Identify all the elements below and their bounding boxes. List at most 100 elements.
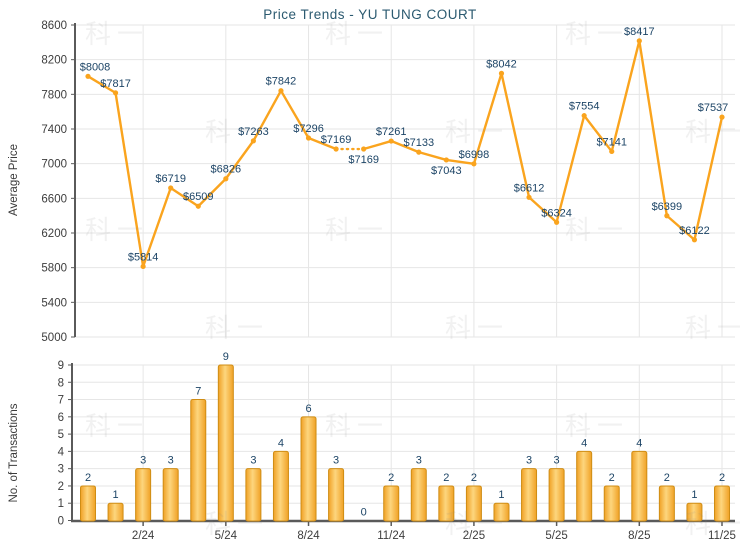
transaction-bar — [493, 502, 510, 522]
bar-value-label: 3 — [554, 455, 560, 467]
price-point — [333, 146, 339, 152]
price-point-label: $7554 — [569, 101, 600, 113]
txn-y-tick-label: 3 — [58, 464, 64, 476]
price-point-label: $8417 — [624, 26, 655, 38]
price-point — [416, 149, 422, 155]
bar-value-label: 2 — [388, 472, 394, 484]
bar-value-label: 2 — [719, 472, 725, 484]
bar-value-label: 1 — [498, 489, 504, 501]
price-point-label: $6509 — [183, 191, 214, 203]
price-point — [278, 88, 284, 94]
axis-tick-labels: 8600820078007400700066006200580054005000… — [41, 20, 736, 542]
transaction-bar — [521, 468, 538, 522]
price-axis-title: Average Price — [8, 143, 20, 217]
txn-y-tick-label: 7 — [58, 395, 64, 407]
price-point-label: $6719 — [155, 173, 186, 185]
price-point — [85, 73, 91, 79]
price-point-label: $7141 — [596, 136, 627, 148]
bar-value-label: 9 — [223, 351, 229, 363]
price-point-label: $7263 — [238, 126, 269, 138]
x-axis-month-label: 11/25 — [708, 530, 736, 542]
transaction-bar — [465, 485, 482, 522]
price-point — [140, 263, 146, 270]
price-point-label: $6399 — [652, 201, 683, 213]
bar-value-label: 7 — [195, 386, 201, 398]
txn-y-tick-label: 4 — [58, 446, 65, 458]
transaction-bar — [300, 416, 317, 522]
transaction-bar — [135, 468, 152, 522]
price-y-tick-label: 5000 — [41, 332, 67, 344]
txn-y-tick-label: 8 — [58, 377, 64, 389]
price-point — [498, 70, 505, 76]
price-point — [471, 161, 477, 167]
price-y-tick-label: 5800 — [41, 263, 67, 275]
txn-y-tick-label: 5 — [58, 429, 64, 441]
price-point-label: $7842 — [266, 76, 297, 88]
price-point-label: $7169 — [321, 134, 352, 146]
price-y-tick-label: 7800 — [41, 89, 67, 101]
price-point-label: $8042 — [486, 58, 517, 70]
bar-value-label: 3 — [333, 455, 339, 467]
price-point — [305, 135, 312, 141]
x-axis-month-label: 5/25 — [545, 530, 567, 542]
price-line-series — [86, 39, 724, 268]
transaction-bars: 2 1 3 3 7 9 3 4 6 3 0 2 3 2 2 1 3 3 4 2 4 2 1 2 — [80, 351, 730, 522]
bar-value-label: 4 — [636, 437, 642, 449]
transaction-bar — [272, 450, 289, 522]
transaction-bar — [410, 468, 427, 522]
transaction-bar — [383, 485, 400, 522]
price-point — [526, 194, 532, 200]
price-point-labels: $8008 $7817 $5814 $6719 $6509 $6826 $7263 $7842… — [80, 26, 729, 264]
transactions-axis-title: No. of Transactions — [8, 403, 20, 503]
price-point — [554, 219, 560, 225]
x-axis-month-label: 2/25 — [463, 530, 485, 542]
price-y-tick-label: 5400 — [41, 297, 67, 309]
bar-value-label: 6 — [305, 403, 311, 415]
bar-value-label: 4 — [581, 437, 587, 449]
price-point — [250, 138, 256, 144]
price-point — [691, 237, 698, 243]
x-axis-month-label: 11/24 — [377, 530, 406, 542]
transaction-bar — [80, 485, 96, 522]
price-point-label: $6612 — [514, 182, 545, 194]
price-y-tick-label: 8200 — [41, 55, 67, 67]
x-axis-month-label: 2/24 — [132, 530, 155, 542]
x-axis-month-label: 8/25 — [628, 530, 650, 542]
bar-value-label: 3 — [140, 455, 146, 467]
bar-value-label: 2 — [609, 472, 615, 484]
chart-title: Price Trends - YU TUNG COURT — [263, 7, 477, 22]
price-y-tick-label: 6200 — [41, 228, 67, 240]
bar-value-label: 2 — [664, 472, 670, 484]
transaction-bar — [328, 468, 345, 522]
price-point-label: $8008 — [80, 61, 111, 73]
transaction-bar — [245, 468, 262, 522]
price-point-label: $6998 — [459, 149, 490, 161]
bar-value-label: 3 — [526, 455, 532, 467]
bar-value-label: 3 — [250, 455, 256, 467]
x-axis-month-label: 8/24 — [297, 530, 320, 542]
transaction-bar — [438, 485, 455, 522]
transaction-bar — [686, 502, 703, 522]
price-point — [443, 157, 449, 163]
txn-y-tick-label: 1 — [58, 498, 64, 510]
price-y-tick-label: 7400 — [41, 124, 67, 136]
price-point — [112, 90, 119, 96]
price-point-label: $7296 — [293, 123, 324, 135]
price-point — [609, 148, 615, 155]
txn-y-tick-label: 9 — [58, 360, 64, 372]
price-point — [664, 213, 670, 219]
price-point-label: $6122 — [679, 225, 710, 237]
bar-value-label: 2 — [85, 472, 91, 484]
price-point-label: $5814 — [128, 251, 159, 263]
price-point-label: $7169 — [348, 154, 379, 166]
price-line-solid — [86, 75, 338, 268]
bar-value-label: 2 — [471, 472, 477, 484]
price-point — [388, 138, 394, 144]
transaction-bar — [603, 485, 620, 522]
txn-y-tick-label: 6 — [58, 412, 64, 424]
price-point — [223, 176, 229, 182]
price-point-markers — [85, 38, 725, 270]
price-point-label: $6324 — [541, 207, 572, 219]
